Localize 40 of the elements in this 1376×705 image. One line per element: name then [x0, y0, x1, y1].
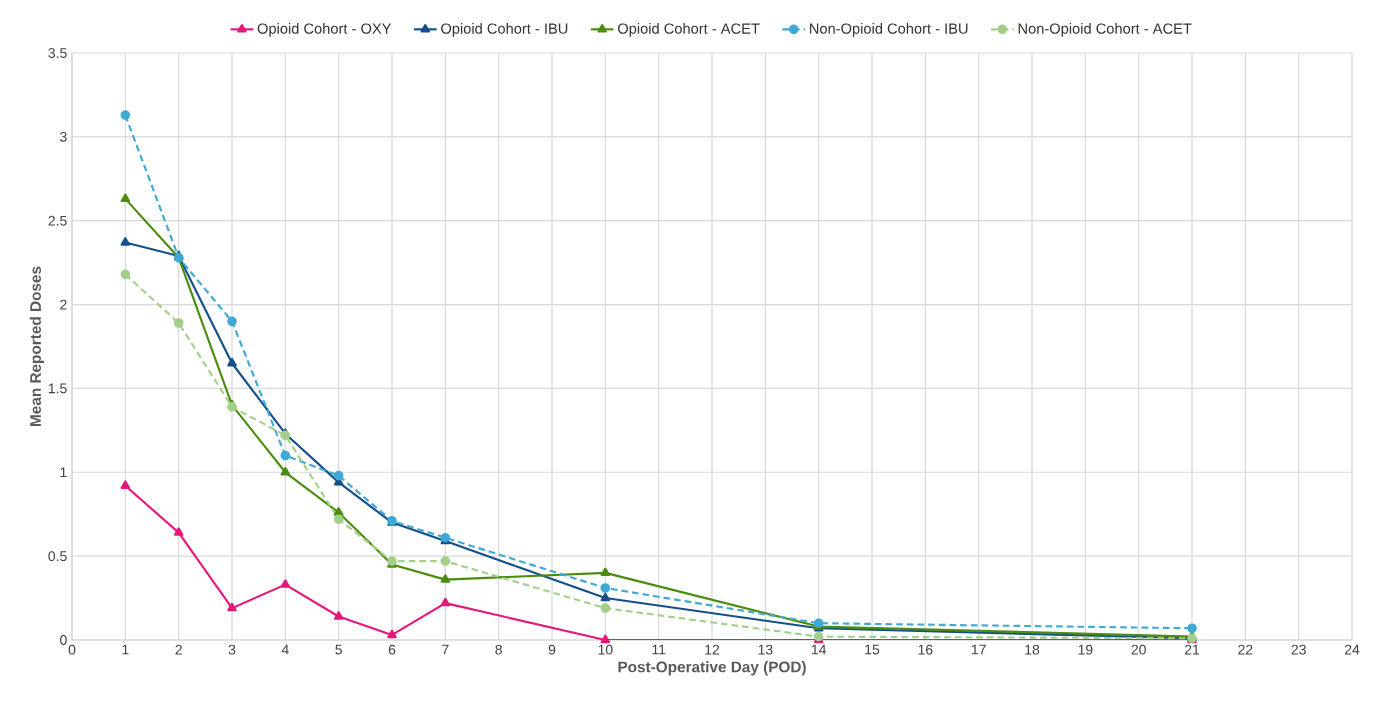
- x-tick-label: 24: [1344, 644, 1360, 655]
- y-tick-label: 2: [60, 299, 67, 310]
- legend-label: Non-Opioid Cohort - IBU: [810, 23, 968, 37]
- x-tick-label: 22: [1238, 644, 1253, 655]
- y-tick-label: 2.5: [48, 215, 67, 226]
- x-tick-label: 1: [122, 644, 129, 655]
- x-tick-label: 10: [598, 644, 613, 655]
- x-tick-label: 19: [1078, 644, 1093, 655]
- x-tick-label: 14: [811, 644, 827, 655]
- x-tick-label: 16: [918, 644, 933, 655]
- x-tick-label: 11: [652, 644, 666, 655]
- legend-label: Opioid Cohort - OXY: [257, 23, 392, 37]
- y-tick-label: 1: [60, 467, 67, 478]
- x-tick-label: 23: [1291, 644, 1306, 655]
- x-tick-label: 6: [388, 644, 396, 655]
- x-tick-label: 20: [1131, 644, 1146, 655]
- x-tick-label: 7: [442, 644, 449, 655]
- y-tick-label: 0.5: [48, 551, 67, 562]
- x-tick-label: 8: [495, 644, 502, 655]
- legend-label: Non-Opioid Cohort - ACET: [1018, 23, 1192, 37]
- x-tick-label: 13: [758, 644, 773, 655]
- legend-label: Opioid Cohort - IBU: [441, 23, 568, 37]
- x-tick-label: 15: [865, 644, 880, 655]
- y-axis-title: Mean Reported Doses: [29, 266, 45, 426]
- x-tick-label: 21: [1184, 644, 1200, 655]
- y-tick-label: 3.5: [48, 48, 67, 58]
- x-tick-label: 4: [281, 644, 289, 655]
- x-tick-label: 9: [548, 644, 556, 655]
- x-tick-label: 12: [705, 644, 720, 655]
- y-tick-label: 1.5: [48, 383, 67, 394]
- y-tick-label: 3: [60, 131, 67, 142]
- x-tick-label: 2: [175, 644, 182, 655]
- x-axis-title: Post-Operative Day (POD): [618, 661, 806, 676]
- x-tick-label: 17: [971, 644, 986, 655]
- x-tick-label: 3: [228, 644, 236, 655]
- legend-label: Opioid Cohort - ACET: [617, 23, 760, 37]
- y-tick-label: 0: [60, 635, 67, 645]
- x-tick-label: 0: [68, 644, 76, 655]
- x-tick-label: 5: [335, 644, 342, 655]
- x-tick-label: 18: [1025, 644, 1040, 655]
